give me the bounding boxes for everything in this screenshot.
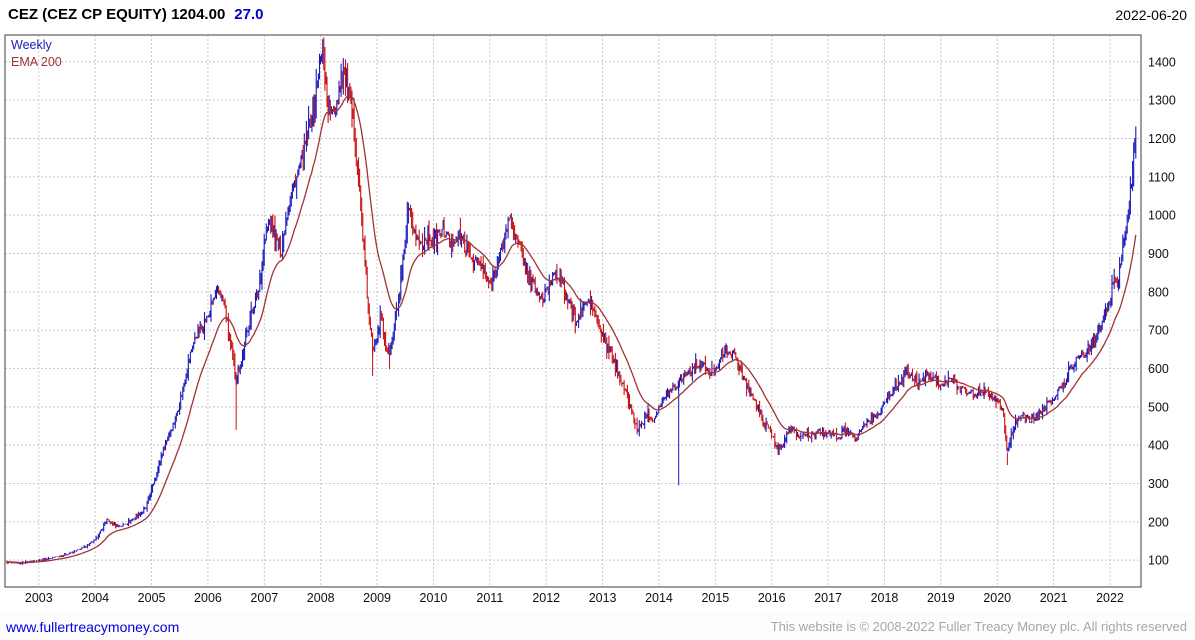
x-tick-label: 2010 [420, 591, 448, 605]
x-tick-label: 2012 [532, 591, 560, 605]
chart-legend: Weekly EMA 200 [11, 37, 62, 71]
chart-header: CEZ (CEZ CP EQUITY) 1204.00 27.0 [8, 6, 264, 23]
y-tick-label: 700 [1148, 324, 1169, 338]
x-tick-label: 2021 [1040, 591, 1068, 605]
y-tick-label: 1300 [1148, 94, 1176, 108]
x-tick-label: 2007 [250, 591, 278, 605]
ema-line [6, 95, 1137, 564]
price-chart: 100 200 300 400 500 600 700 800 900 1000 1100 1200 1… [4, 34, 1176, 605]
x-tick-label: 2013 [589, 591, 617, 605]
x-tick-label: 2015 [701, 591, 729, 605]
axis-labels: 100 200 300 400 500 600 700 800 900 1000 1100 1200 1… [25, 55, 1176, 605]
y-tick-label: 1200 [1148, 132, 1176, 146]
y-tick-label: 500 [1148, 400, 1169, 414]
x-tick-label: 2018 [871, 591, 899, 605]
y-tick-label: 200 [1148, 515, 1169, 529]
x-tick-label: 2017 [814, 591, 842, 605]
y-tick-label: 600 [1148, 362, 1169, 376]
x-tick-label: 2003 [25, 591, 53, 605]
x-tick-label: 2020 [983, 591, 1011, 605]
x-tick-label: 2019 [927, 591, 955, 605]
x-tick-label: 2009 [363, 591, 391, 605]
legend-ema-label: EMA 200 [11, 55, 62, 69]
x-tick-label: 2014 [645, 591, 673, 605]
legend-weekly-label: Weekly [11, 38, 52, 52]
x-tick-label: 2011 [476, 591, 503, 605]
price-change: 27.0 [234, 6, 264, 23]
footer-bar: www.fullertreacymoney.com This website i… [0, 613, 1195, 640]
x-tick-label: 2005 [138, 591, 166, 605]
x-tick-label: 2008 [307, 591, 335, 605]
weekly-bars [6, 37, 1137, 565]
website-link[interactable]: www.fullertreacymoney.com [6, 619, 180, 635]
grid-lines [4, 34, 1142, 588]
y-tick-label: 300 [1148, 477, 1169, 491]
page-title: CEZ (CEZ CP EQUITY) 1204.00 [8, 6, 226, 23]
y-tick-label: 900 [1148, 247, 1169, 261]
y-tick-label: 800 [1148, 285, 1169, 299]
y-tick-label: 1000 [1148, 209, 1176, 223]
x-tick-label: 2004 [81, 591, 109, 605]
copyright-text: This website is © 2008-2022 Fuller Treac… [770, 619, 1187, 634]
x-tick-label: 2006 [194, 591, 222, 605]
y-tick-label: 1400 [1148, 55, 1176, 69]
y-tick-label: 100 [1148, 554, 1169, 568]
chart-date: 2022-06-20 [1115, 7, 1187, 23]
y-tick-label: 1100 [1148, 170, 1175, 184]
x-tick-label: 2016 [758, 591, 786, 605]
x-tick-label: 2022 [1096, 591, 1124, 605]
y-tick-label: 400 [1148, 439, 1169, 453]
